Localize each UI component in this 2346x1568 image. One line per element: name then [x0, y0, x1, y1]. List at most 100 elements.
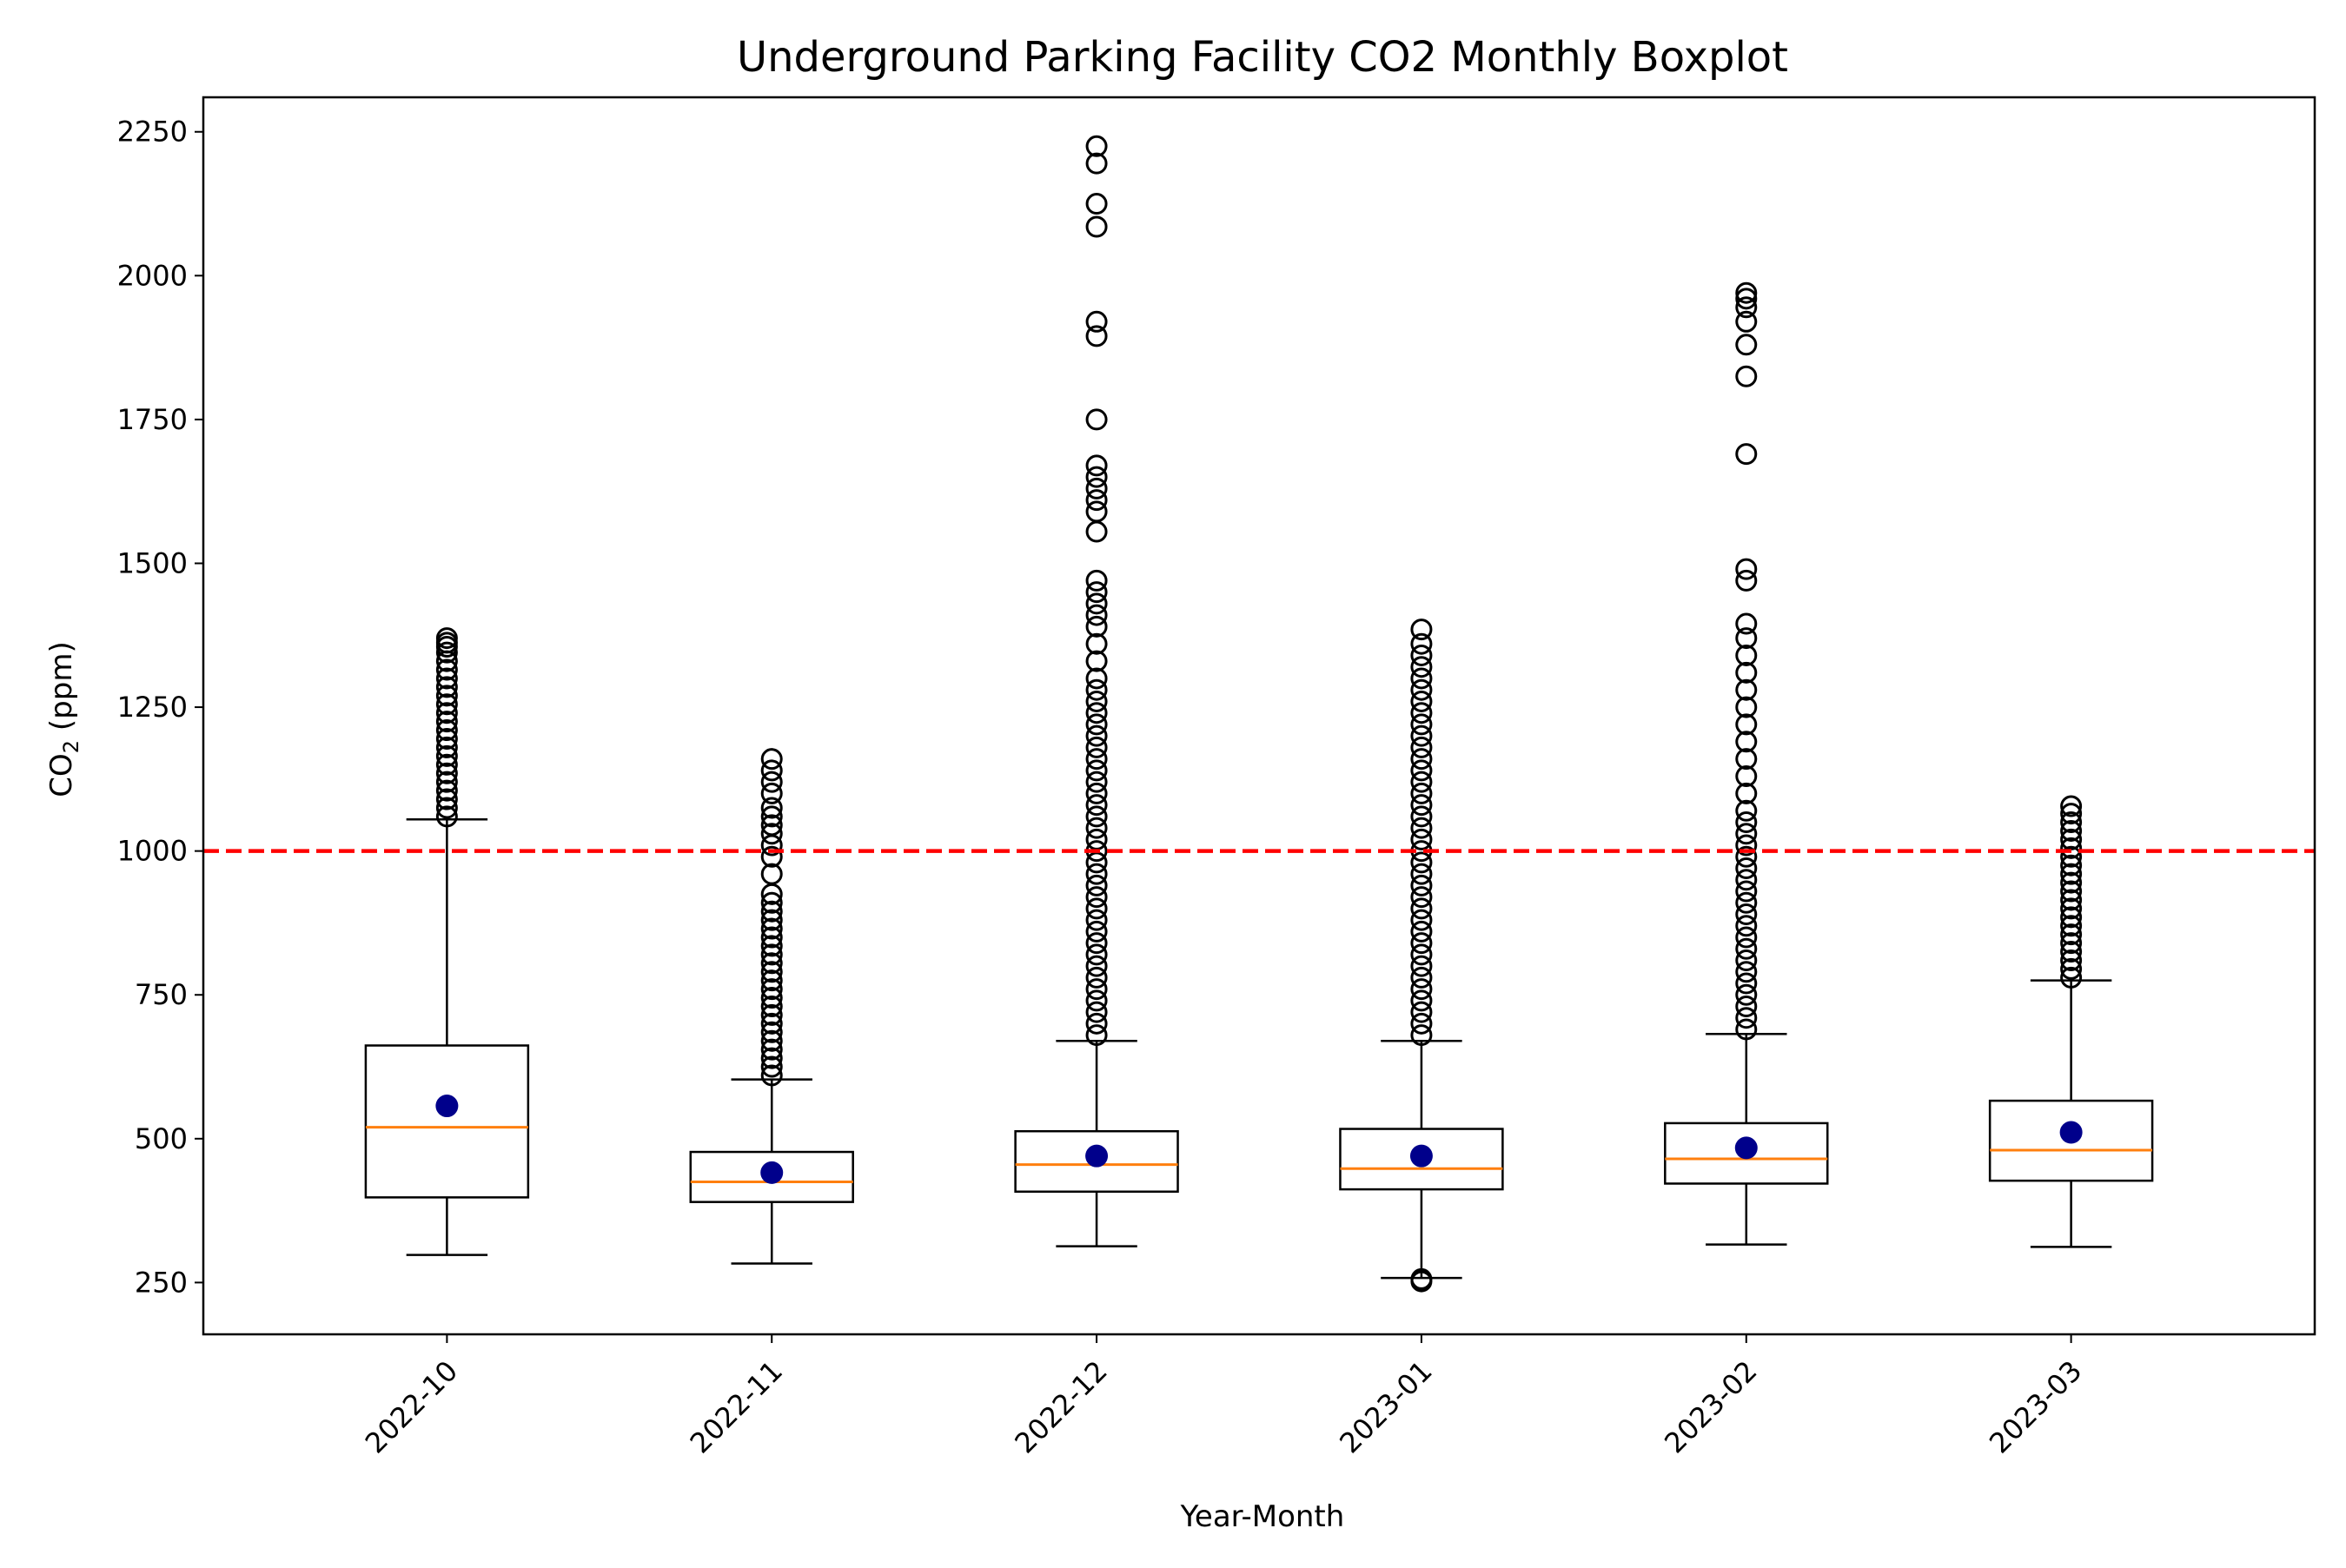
outlier-point [1085, 690, 1108, 712]
outlier-point [1410, 644, 1433, 666]
outlier-point [1085, 581, 1108, 604]
x-axis-label: Year-Month [1180, 1499, 1345, 1534]
outlier-point [435, 753, 458, 776]
y-tick-label: 1500 [117, 546, 188, 579]
mean-marker [760, 1161, 784, 1184]
y-tick-label: 500 [135, 1122, 188, 1155]
outlier-point [1085, 828, 1108, 850]
outlier-point [1410, 794, 1433, 817]
outlier-point [760, 748, 783, 771]
outlier-point [1085, 615, 1108, 638]
outlier-point [1735, 678, 1758, 701]
outlier-point [1410, 748, 1433, 771]
outlier-point [435, 762, 458, 784]
outlier-point [1410, 724, 1433, 747]
outlier-point [760, 900, 783, 923]
outlier-point [1410, 656, 1433, 678]
outlier-point [760, 759, 783, 782]
outlier-point [1735, 334, 1758, 356]
outlier-point [1085, 874, 1108, 896]
outlier-point [760, 987, 783, 1009]
outlier-point [1735, 569, 1758, 592]
outlier-point [760, 1003, 783, 1026]
outlier-point [2060, 906, 2083, 929]
outlier-point [435, 711, 458, 733]
outlier-point [1410, 978, 1433, 1001]
outlier-point [435, 702, 458, 724]
outlier-point [1085, 943, 1108, 966]
outlier-point [1410, 1001, 1433, 1023]
outlier-point [435, 797, 458, 819]
outlier-point [1735, 972, 1758, 995]
outlier-point [1735, 903, 1758, 926]
box-group-2023-03 [1988, 795, 2154, 1248]
outlier-point [760, 891, 783, 914]
outlier-point [1735, 845, 1758, 868]
outlier-point [2060, 819, 2083, 842]
outlier-point [1410, 909, 1433, 931]
mean-marker [2059, 1121, 2083, 1144]
outlier-point [760, 1064, 783, 1087]
outlier-point [1085, 592, 1108, 615]
outlier-point [1410, 851, 1433, 874]
outlier-point [760, 1038, 783, 1061]
outlier-point [1085, 569, 1108, 592]
outlier-point [1085, 989, 1108, 1012]
outlier-point [435, 727, 458, 750]
outlier-point [435, 627, 458, 650]
chart-title: Underground Parking Facility CO2 Monthly… [737, 33, 1788, 82]
outlier-point [1410, 632, 1433, 655]
outlier-point [1410, 817, 1433, 839]
x-tick-label: 2022-11 [684, 1354, 789, 1459]
outlier-point [760, 917, 783, 940]
outlier-point [1735, 799, 1758, 822]
outlier-point [1735, 857, 1758, 880]
outlier-point [1085, 897, 1108, 920]
outlier-point [1085, 1001, 1108, 1023]
outlier-point [760, 1012, 783, 1035]
x-tick-label: 2022-10 [359, 1354, 464, 1459]
x-tick-label: 2023-01 [1333, 1354, 1438, 1459]
outlier-point [760, 814, 783, 837]
outlier-point [1085, 193, 1108, 215]
y-axis-label: CO2 (ppm) [44, 641, 83, 797]
outlier-point [1085, 759, 1108, 782]
outlier-point [1085, 466, 1108, 488]
outlier-point [1085, 851, 1108, 874]
outlier-point [1735, 937, 1758, 960]
outlier-point [2060, 845, 2083, 868]
outlier-point [435, 771, 458, 793]
outlier-point [760, 995, 783, 1017]
box-group-2022-12 [1014, 135, 1179, 1247]
outlier-point [1085, 748, 1108, 771]
outlier-point [1085, 678, 1108, 701]
outlier-point [435, 693, 458, 716]
outlier-point [760, 969, 783, 992]
outlier-point [1735, 612, 1758, 635]
outlier-point [1085, 724, 1108, 747]
outlier-point [1410, 863, 1433, 885]
outlier-point [1410, 713, 1433, 736]
outlier-point [1085, 736, 1108, 758]
outlier-point [2060, 863, 2083, 885]
outlier-point [1735, 961, 1758, 983]
outlier-point [1410, 667, 1433, 690]
outlier-point [1085, 650, 1108, 672]
box-iqr [364, 1044, 530, 1199]
outlier-point [1410, 1267, 1433, 1290]
outlier-point [435, 676, 458, 698]
outlier-point [1085, 805, 1108, 828]
outlier-point [2060, 923, 2083, 946]
outlier-point [760, 909, 783, 931]
outlier-point [2060, 949, 2083, 971]
outlier-point [1735, 748, 1758, 771]
mean-marker [435, 1095, 459, 1118]
outlier-point [1410, 955, 1433, 977]
mean-marker [1085, 1144, 1109, 1168]
outlier-point [1735, 926, 1758, 949]
outlier-point [1085, 713, 1108, 736]
outlier-point [1735, 713, 1758, 736]
outlier-point [1410, 619, 1433, 641]
